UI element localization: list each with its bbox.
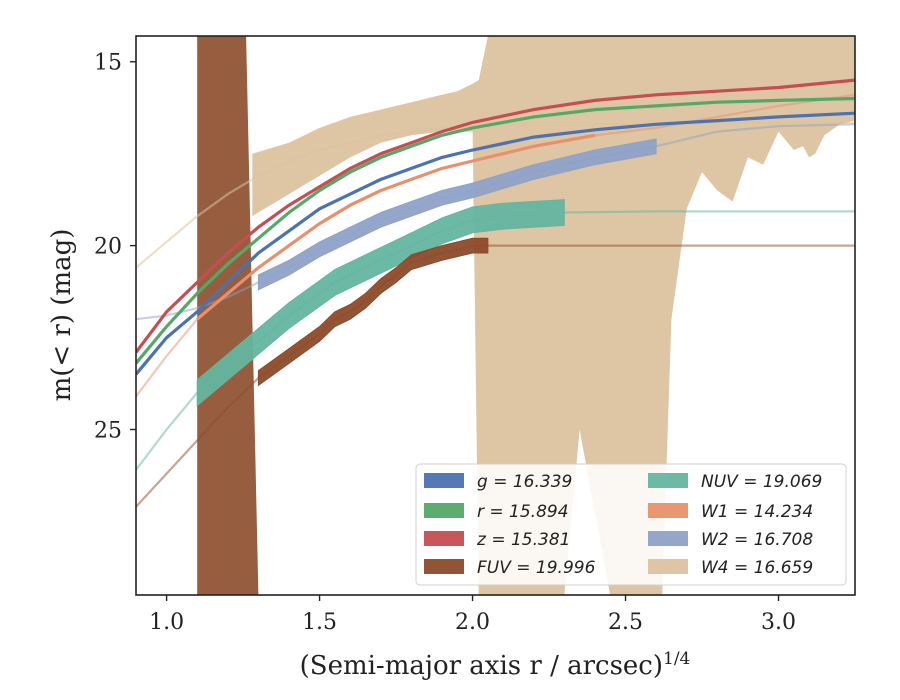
series-band-w2 bbox=[257, 138, 657, 291]
series-line-r bbox=[136, 96, 855, 365]
x-axis-label-exponent: 1/4 bbox=[663, 649, 690, 669]
legend-swatch-fuv bbox=[424, 559, 464, 574]
series-band-nuv bbox=[196, 199, 565, 407]
x-tick-label: 1.5 bbox=[302, 610, 337, 635]
x-tick-label: 2.5 bbox=[608, 610, 643, 635]
legend-swatch-w2 bbox=[648, 531, 688, 546]
y-tick-label: 20 bbox=[94, 235, 122, 260]
legend-label-nuv: NUV = 19.069 bbox=[701, 472, 822, 492]
legend-swatch-r bbox=[424, 503, 464, 518]
y-tick-label: 25 bbox=[94, 419, 122, 444]
w4-uncertainty-band bbox=[252, 36, 855, 595]
x-tick-label: 3.0 bbox=[761, 610, 796, 635]
lines-layer bbox=[136, 78, 855, 508]
y-tick-label: 15 bbox=[94, 51, 122, 76]
y-axis: 15 20 25 bbox=[94, 51, 136, 444]
legend: g = 16.339 r = 15.894 z = 15.381 FUV = 19.9… bbox=[415, 463, 847, 586]
x-axis-label: (Semi-major axis r / arcsec)1/4 bbox=[300, 649, 691, 681]
legend-label-w1: W1 = 14.234 bbox=[701, 502, 813, 522]
legend-swatch-z bbox=[424, 531, 464, 546]
series-band-fuv bbox=[257, 237, 489, 387]
legend-label-w4: W4 = 16.659 bbox=[701, 558, 813, 578]
fuv-uncertainty-band bbox=[197, 36, 259, 595]
series-line-z bbox=[136, 78, 855, 354]
series-line-w1 bbox=[196, 133, 596, 321]
plot-area bbox=[136, 36, 855, 595]
legend-label-r: r = 15.894 bbox=[477, 502, 569, 522]
legend-swatch-w1 bbox=[648, 503, 688, 518]
x-tick-label: 2.0 bbox=[455, 610, 490, 635]
series-line-g bbox=[136, 111, 855, 376]
legend-label-fuv: FUV = 19.996 bbox=[477, 558, 596, 578]
legend-label-g: g = 16.339 bbox=[477, 472, 572, 492]
legend-swatch-g bbox=[424, 473, 464, 488]
y-axis-label: m(< r) (mag) bbox=[47, 229, 77, 402]
plot-frame bbox=[135, 35, 856, 596]
x-axis: 1.0 1.5 2.0 2.5 3.0 bbox=[149, 595, 796, 635]
legend-label-w2: W2 = 16.708 bbox=[701, 530, 813, 550]
legend-box bbox=[415, 463, 847, 586]
x-tick-label: 1.0 bbox=[149, 610, 184, 635]
bands-layer bbox=[197, 36, 855, 595]
legend-swatch-nuv bbox=[648, 473, 688, 488]
legend-swatch-w4 bbox=[648, 559, 688, 574]
legend-label-z: z = 15.381 bbox=[476, 530, 570, 550]
